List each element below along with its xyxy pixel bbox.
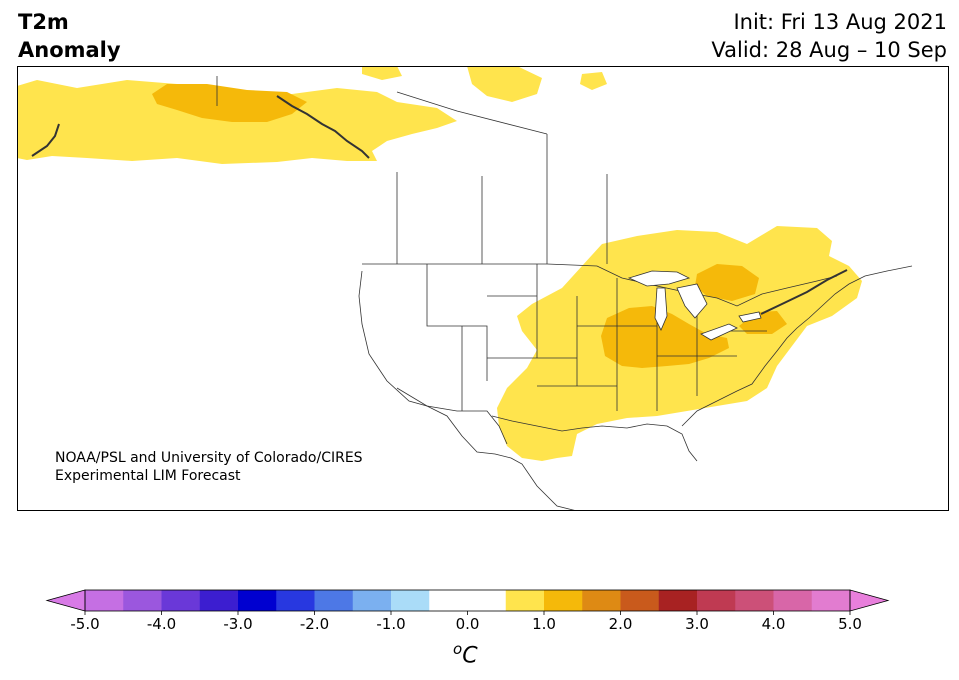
coastline-west xyxy=(358,270,578,511)
colorbar-bin-13 xyxy=(582,590,621,611)
colorbar-bin-3 xyxy=(199,590,239,611)
lake-huron xyxy=(676,283,708,319)
colorbar-bin-6 xyxy=(314,590,354,611)
us-state-borders xyxy=(426,264,767,411)
colorbar-bins xyxy=(85,590,851,611)
lake-erie xyxy=(700,323,738,341)
colorbar-over-arrow xyxy=(849,589,890,612)
colorbar-tick-label-8: 3.0 xyxy=(685,615,709,633)
colorbar-bin-1 xyxy=(123,590,162,611)
us-canada-border xyxy=(362,263,838,307)
colorbar-bin-9 xyxy=(429,590,468,611)
colorbar-tick-label-2: -3.0 xyxy=(223,615,252,633)
unit-degree: o xyxy=(453,640,463,658)
colorbar-bin-11 xyxy=(505,590,545,611)
map-borders xyxy=(216,76,913,511)
colorbar-tick-label-1: -4.0 xyxy=(147,615,176,633)
colorbar-bin-8 xyxy=(391,590,430,611)
colorbar-tick-label-5: 0.0 xyxy=(456,615,480,633)
yukon-river xyxy=(31,123,60,157)
unit-letter: C xyxy=(462,643,478,669)
canada-province-borders xyxy=(216,76,608,264)
credit-text: NOAA/PSL and University of Colorado/CIRE… xyxy=(55,449,363,485)
colorbar-bin-14 xyxy=(620,590,660,611)
credit-line-1: NOAA/PSL and University of Colorado/CIRE… xyxy=(55,450,363,466)
credit-line-2: Experimental LIM Forecast xyxy=(55,468,241,484)
lake-ontario xyxy=(738,311,762,323)
colorbar-bin-12 xyxy=(544,590,583,611)
rivers xyxy=(31,95,848,315)
lake-superior xyxy=(627,270,691,287)
colorbar-tick-label-6: 1.0 xyxy=(532,615,556,633)
colorbar-bin-2 xyxy=(161,590,201,611)
colorbar-tick-label-0: -5.0 xyxy=(70,615,99,633)
colorbar-bin-15 xyxy=(658,590,698,611)
mackenzie-river xyxy=(276,95,370,159)
colorbar-bin-4 xyxy=(238,590,277,611)
anomaly-map xyxy=(17,66,949,511)
colorbar-ticks: -5.0 -4.0 -3.0 -2.0 -1.0 0.0 1.0 2.0 3.0 4.0 5.0 xyxy=(70,611,862,633)
colorbar-bin-18 xyxy=(773,590,813,611)
title-line-1: T2m xyxy=(18,10,69,34)
colorbar-under-arrow xyxy=(45,589,86,612)
title-line-2: Anomaly xyxy=(18,38,121,62)
anomaly-ontario-core xyxy=(695,264,759,301)
colorbar-unit: oC xyxy=(453,640,478,668)
colorbar-tick-label-3: -2.0 xyxy=(300,615,329,633)
colorbar: -5.0 -4.0 -3.0 -2.0 -1.0 0.0 1.0 2.0 3.0 4.0 5.0 xyxy=(45,589,890,633)
us-mexico-border xyxy=(396,387,508,445)
forecast-dates: Init: Fri 13 Aug 2021 Valid: 28 Aug – 10… xyxy=(711,8,947,64)
colorbar-bin-0 xyxy=(85,590,124,611)
anomaly-arctic-islands xyxy=(362,66,607,102)
colorbar-tick-label-4: -1.0 xyxy=(376,615,405,633)
coastline-east xyxy=(681,265,913,427)
anomaly-shading xyxy=(17,66,862,461)
colorbar-bin-10 xyxy=(467,590,507,611)
anomaly-alaska-core xyxy=(152,84,307,122)
colorbar-bin-7 xyxy=(352,590,392,611)
colorbar-tick-label-10: 5.0 xyxy=(838,615,862,633)
colorbar-tick-label-7: 2.0 xyxy=(609,615,633,633)
great-lakes xyxy=(627,270,762,341)
init-date: Init: Fri 13 Aug 2021 xyxy=(733,10,947,34)
colorbar-tick-label-9: 4.0 xyxy=(762,615,786,633)
coastline-gulf xyxy=(491,415,698,462)
map-title: T2m Anomaly xyxy=(18,8,121,64)
colorbar-bin-16 xyxy=(697,590,736,611)
colorbar-bin-17 xyxy=(735,590,774,611)
colorbar-bin-19 xyxy=(811,590,851,611)
st-lawrence-river xyxy=(760,269,848,315)
lake-michigan xyxy=(654,287,668,331)
valid-date-range: Valid: 28 Aug – 10 Sep xyxy=(711,38,947,62)
colorbar-bin-5 xyxy=(276,590,315,611)
map-frame xyxy=(17,66,949,511)
